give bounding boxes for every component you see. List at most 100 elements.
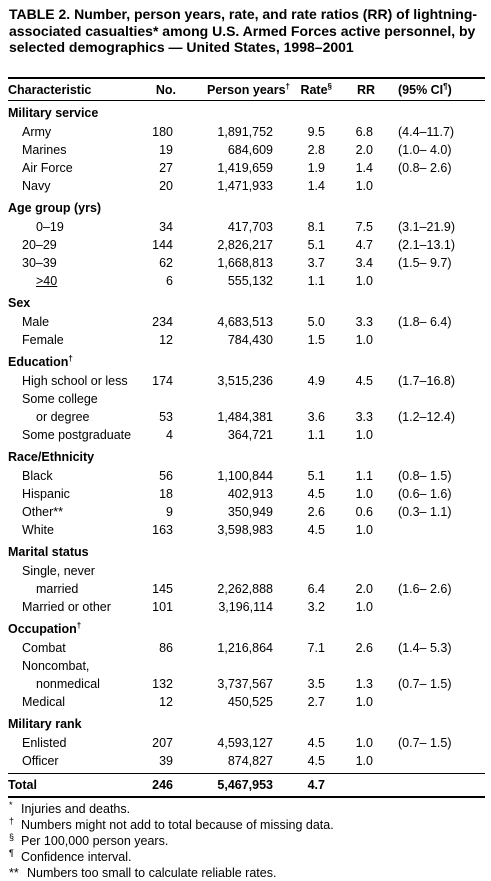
cell-person-years: 874,827 [227, 754, 273, 768]
total-no: 246 [152, 778, 173, 792]
cell-person-years: 1,668,813 [217, 256, 273, 270]
table-row: Medical 12 450,525 2.7 1.0 [8, 693, 485, 711]
table-row: or degree 53 1,484,381 3.6 3.3 (1.2–12.4) [8, 408, 485, 426]
cell-rr: 3.4 [355, 256, 373, 270]
row-label: 30–39 [22, 256, 57, 270]
row-label: Noncombat, [22, 659, 90, 673]
cell-person-years: 3,515,236 [217, 374, 273, 388]
footnote: ** Numbers too small to calculate reliabl… [9, 866, 277, 880]
cell-rate: 5.1 [307, 469, 325, 483]
cell-person-years: 1,419,659 [217, 161, 273, 175]
cell-rate: 4.5 [307, 523, 325, 537]
table-bottom-rule [8, 796, 485, 798]
cell-no: 207 [152, 736, 173, 750]
row-label: >40 [36, 274, 58, 288]
cell-no: 132 [152, 677, 173, 691]
cell-rr: 1.0 [355, 736, 373, 750]
header-ci-label: (95% CI [398, 83, 444, 97]
table-header-row: Characteristic No. Person years† Rate§ R… [8, 80, 485, 100]
cell-person-years: 364,721 [227, 428, 273, 442]
cell-rate: 9.5 [307, 125, 325, 139]
cell-rate: 3.6 [307, 410, 325, 424]
table-body: Military service Army 180 1,891,752 9.5 6.8 (4… [8, 100, 485, 770]
cell-rr: 2.0 [355, 143, 373, 157]
footnote-text: Numbers too small to calculate reliable … [27, 866, 277, 880]
total-person-years: 5,467,953 [217, 778, 273, 792]
cell-person-years: 555,132 [227, 274, 273, 288]
cell-rate: 1.5 [307, 333, 325, 347]
row-label: married [36, 582, 79, 596]
row-label: Hispanic [22, 487, 70, 501]
section-header-row: Race/Ethnicity [8, 444, 485, 467]
cell-person-years: 1,484,381 [217, 410, 273, 424]
table-row: High school or less 174 3,515,236 4.9 4.5 (1.… [8, 372, 485, 390]
table-row: Noncombat, [8, 657, 485, 675]
header-no: No. [155, 83, 176, 97]
cell-rate: 1.9 [307, 161, 325, 175]
cell-person-years: 1,100,844 [217, 469, 273, 483]
cell-rr: 1.4 [355, 161, 373, 175]
cell-person-years: 350,949 [227, 505, 273, 519]
cell-ci: (0.6– 1.6) [398, 487, 452, 501]
cell-person-years: 4,593,127 [217, 736, 273, 750]
footnote: † Numbers might not add to total because … [9, 815, 334, 832]
cell-ci: (0.8– 1.5) [398, 469, 452, 483]
cell-no: 27 [159, 161, 173, 175]
cell-ci: (0.7– 1.5) [398, 677, 452, 691]
data-table: Characteristic No. Person years† Rate§ R… [8, 80, 485, 794]
section-label: Marital status [8, 545, 89, 559]
row-label: White [22, 523, 54, 537]
table-row: Navy 20 1,471,933 1.4 1.0 [8, 177, 485, 195]
cell-person-years: 1,216,864 [217, 641, 273, 655]
section-mark: § [327, 81, 332, 91]
cell-ci: (0.7– 1.5) [398, 736, 452, 750]
cell-rate: 2.6 [307, 505, 325, 519]
cell-rr: 1.0 [355, 179, 373, 193]
cell-rr: 1.0 [355, 695, 373, 709]
table-row: 30–39 62 1,668,813 3.7 3.4 (1.5– 9.7) [8, 254, 485, 272]
total-top-rule [8, 773, 485, 774]
section-label: Sex [8, 296, 31, 310]
table-row: Some postgraduate 4 364,721 1.1 1.0 [8, 426, 485, 444]
cell-rr: 1.0 [355, 487, 373, 501]
table-title: TABLE 2. Number, person years, rate, and… [9, 6, 478, 55]
table-row: Single, never [8, 562, 485, 580]
cell-no: 9 [166, 505, 173, 519]
cell-rate: 5.0 [307, 315, 325, 329]
cell-person-years: 4,683,513 [217, 315, 273, 329]
cell-person-years: 684,609 [227, 143, 273, 157]
cell-no: 18 [159, 487, 173, 501]
cell-rr: 2.0 [355, 582, 373, 596]
table-row: married 145 2,262,888 6.4 2.0 (1.6– 2.6) [8, 580, 485, 598]
cell-rate: 7.1 [307, 641, 325, 655]
cell-ci: (1.8– 6.4) [398, 315, 452, 329]
cell-rr: 1.0 [355, 428, 373, 442]
row-label: 20–29 [22, 238, 57, 252]
header-characteristic: Characteristic [8, 83, 92, 97]
cell-rate: 1.4 [307, 179, 325, 193]
cell-ci: (4.4–11.7) [398, 125, 455, 139]
cell-rr: 4.5 [355, 374, 373, 388]
cell-rr: 1.0 [355, 333, 373, 347]
cell-no: 12 [159, 333, 173, 347]
cell-no: 180 [152, 125, 173, 139]
cell-person-years: 1,471,933 [217, 179, 273, 193]
cell-ci: (1.6– 2.6) [398, 582, 452, 596]
header-person-years: Person years† [207, 80, 290, 100]
cell-no: 144 [152, 238, 173, 252]
section-header-row: Age group (yrs) [8, 195, 485, 218]
row-label: Some postgraduate [22, 428, 132, 442]
table-row: >40 6 555,132 1.1 1.0 [8, 272, 485, 290]
row-label: Officer [22, 754, 59, 768]
section-header-row: Marital status [8, 539, 485, 562]
cell-person-years: 2,826,217 [217, 238, 273, 252]
cell-rr: 1.3 [355, 677, 373, 691]
footnote-text: Injuries and deaths. [21, 802, 131, 816]
cell-person-years: 3,196,114 [218, 600, 273, 614]
cell-ci: (1.0– 4.0) [398, 143, 452, 157]
table-row: Army 180 1,891,752 9.5 6.8 (4.4–11.7) [8, 123, 485, 141]
row-label: Other** [22, 505, 63, 519]
table-row: Black 56 1,100,844 5.1 1.1 (0.8– 1.5) [8, 467, 485, 485]
cell-no: 56 [159, 469, 173, 483]
table-total-row: Total 246 5,467,953 4.7 [8, 776, 485, 794]
